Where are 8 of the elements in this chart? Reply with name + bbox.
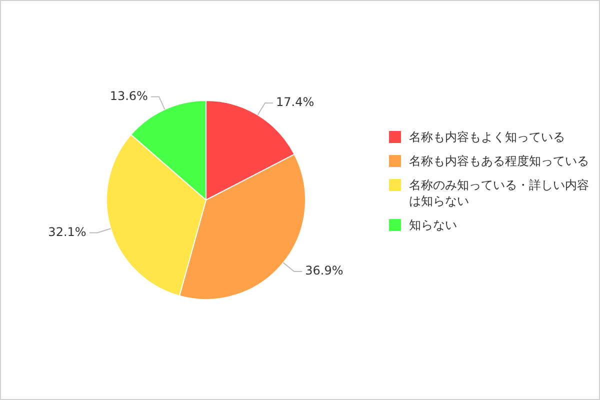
data-label: 32.1% bbox=[48, 224, 86, 239]
data-label: 13.6% bbox=[110, 88, 148, 103]
data-label: 17.4% bbox=[276, 95, 314, 110]
data-label: 36.9% bbox=[305, 264, 344, 278]
legend-label: 名称のみ知っている・詳しい内容は知らない bbox=[409, 177, 590, 209]
legend-label: 名称も内容もある程度知っている bbox=[409, 153, 589, 169]
legend-label: 名称も内容もよく知っている bbox=[409, 129, 565, 145]
legend-label: 知らない bbox=[409, 217, 457, 233]
